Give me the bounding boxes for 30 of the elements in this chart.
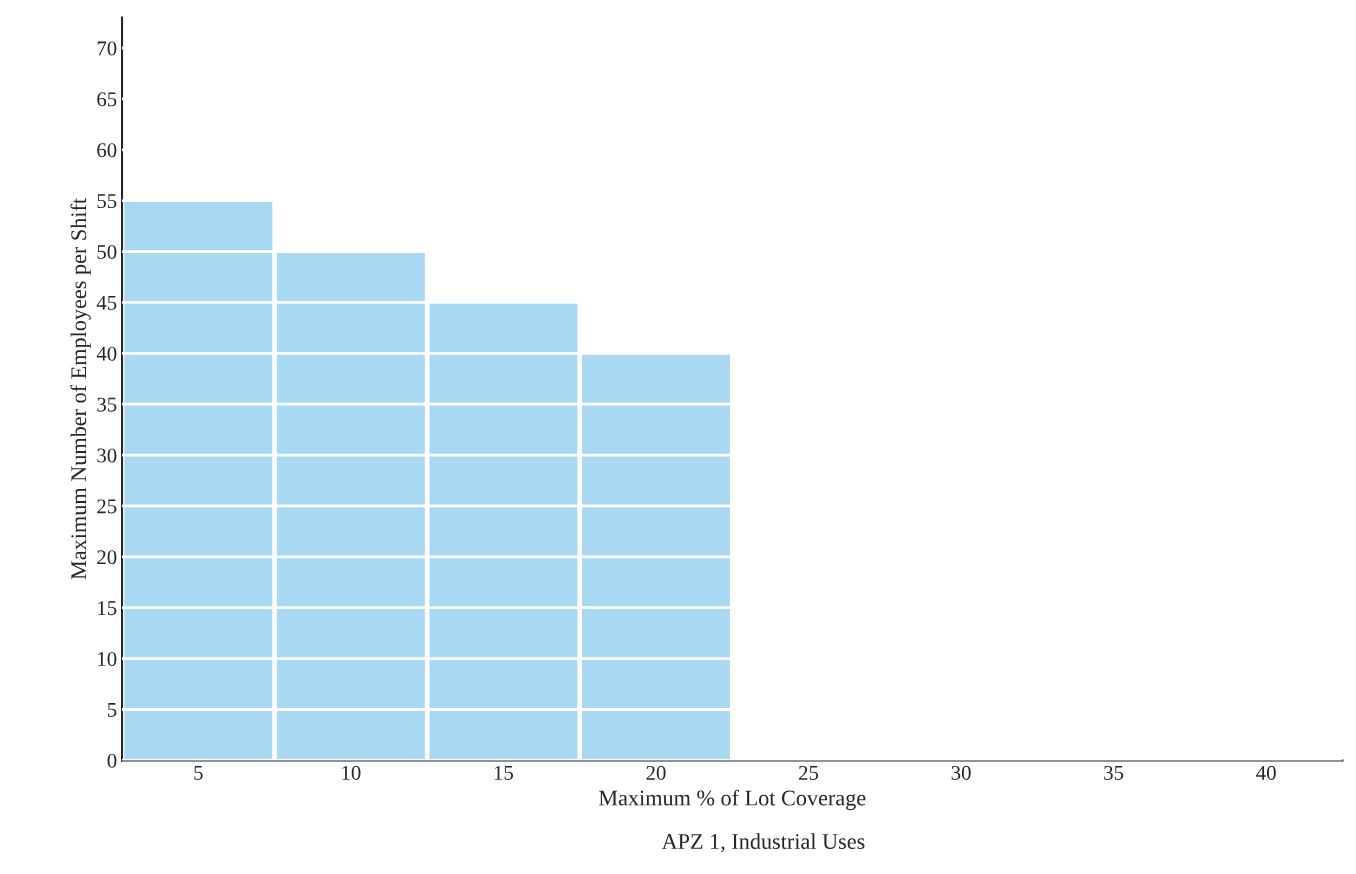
x-tick-label: 15 [494, 765, 514, 780]
y-tick-label: 15 [98, 601, 117, 616]
text: APZ 1, Industrial Uses [661, 833, 865, 853]
x-tick-label: 35 [1104, 765, 1124, 780]
x-tick-label: 20 [646, 765, 666, 780]
y-tick-label: 5 [107, 703, 117, 717]
x-tick-label: 30 [951, 765, 971, 780]
x-tick-label: 25 [799, 765, 819, 780]
x-tick-label: 10 [342, 765, 361, 780]
y-tick-label: 50 [97, 244, 117, 259]
x-tick-label: 40 [1256, 765, 1276, 780]
y-tick-label: 0 [107, 753, 117, 768]
y-tick-label: 65 [97, 92, 117, 107]
bar [429, 302, 578, 761]
y-axis-title: Maximum Number of Employees per Shift [70, 198, 91, 580]
y-tick-label: 25 [97, 499, 117, 514]
y-tick-label: 60 [97, 143, 117, 158]
y-tick-label: 40 [96, 346, 117, 361]
x-axis-title: Maximum % of Lot Coverage [598, 789, 866, 811]
y-tick-label: 10 [98, 651, 117, 667]
y-tick-label: 55 [97, 194, 117, 209]
bar [581, 353, 730, 761]
y-tick-label: 70 [97, 41, 117, 56]
bar [276, 251, 425, 761]
y-tick-label: 35 [97, 397, 117, 412]
y-tick-label: 30 [97, 448, 117, 463]
y-tick-label: 20 [97, 550, 117, 565]
y-tick-label: 45 [96, 295, 117, 310]
bar [124, 200, 273, 761]
x-tick-label: 5 [194, 766, 203, 780]
